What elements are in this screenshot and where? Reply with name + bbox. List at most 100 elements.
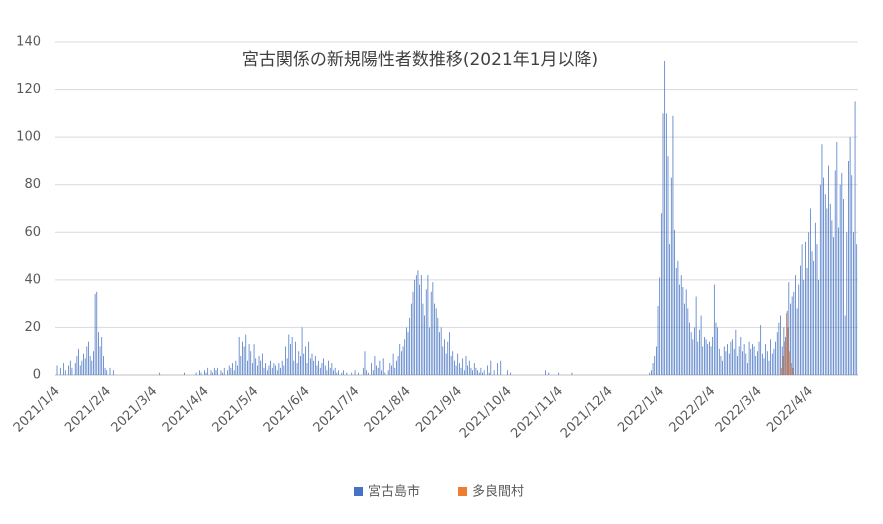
bar [720,355,722,375]
bar [760,325,762,375]
bar [79,365,81,375]
bar [326,370,328,375]
bar [454,360,455,375]
bar [199,370,200,375]
bar [271,367,273,375]
bar [293,360,295,375]
bar [253,344,255,375]
bar [844,315,846,375]
bar [222,372,223,375]
bar [59,367,61,375]
bar [242,341,243,375]
bar [811,251,813,375]
bar [336,372,338,375]
bar [783,327,785,375]
bar [84,358,86,375]
bar [558,372,560,375]
bar [702,346,704,375]
bar [329,367,331,375]
bar [69,360,71,375]
bar [341,372,343,375]
bar [707,344,709,375]
bar [680,275,682,375]
bar [654,355,656,375]
bar [487,365,488,375]
bar [787,327,789,375]
bar [270,360,271,375]
bar [56,365,58,375]
bar [230,367,232,375]
bar [695,296,697,375]
bar [213,367,215,375]
bar [159,372,161,375]
bar [442,346,444,375]
bar [743,344,745,375]
bar [296,363,298,375]
bar [790,363,792,375]
bar [387,370,389,375]
bar [409,317,411,375]
bar [657,306,659,375]
bar [419,284,420,375]
bar [483,370,485,375]
bar [473,363,475,375]
bar [770,339,771,375]
bar [766,351,768,375]
bar [333,370,334,375]
bar [83,353,84,375]
bar [677,260,679,375]
bar [81,360,83,375]
bar [753,346,755,375]
bar [94,294,96,375]
chart-title: 宮古関係の新規陽性者数推移(2021年1月以降) [242,50,598,70]
bar [86,346,88,375]
bar [784,341,786,375]
bar [278,363,280,375]
bar [789,351,791,375]
bar [425,289,427,375]
bar [829,203,831,375]
bar [427,275,429,375]
bar [245,334,247,375]
bar [305,346,306,375]
bar [679,284,680,375]
bar [240,355,242,375]
bar [276,370,278,375]
bar [288,334,290,375]
bar [806,267,808,375]
bar [782,355,784,375]
bar [417,270,419,375]
bar [788,282,790,375]
bar [669,244,670,375]
bar [742,351,743,375]
bar [420,275,422,375]
bar [803,279,805,375]
bar [781,367,782,375]
bar [303,353,305,375]
bar [195,372,197,375]
bar [824,194,826,375]
bar [478,372,480,375]
bar [435,308,437,375]
bar [758,341,760,375]
bar [452,351,454,375]
bar [88,341,89,375]
bar [444,339,445,375]
bar [316,365,318,375]
bar [78,348,79,375]
bar [776,332,778,375]
bar [397,355,399,375]
bar [374,355,376,375]
bar [470,367,472,375]
bar [256,365,258,375]
bar [800,265,801,375]
bar [285,346,286,375]
bar [480,367,482,375]
bar [357,372,359,375]
bar [795,275,796,375]
bar [675,267,677,375]
bar [692,339,694,375]
bar [407,332,409,375]
bar [430,291,432,375]
bar [273,363,275,375]
